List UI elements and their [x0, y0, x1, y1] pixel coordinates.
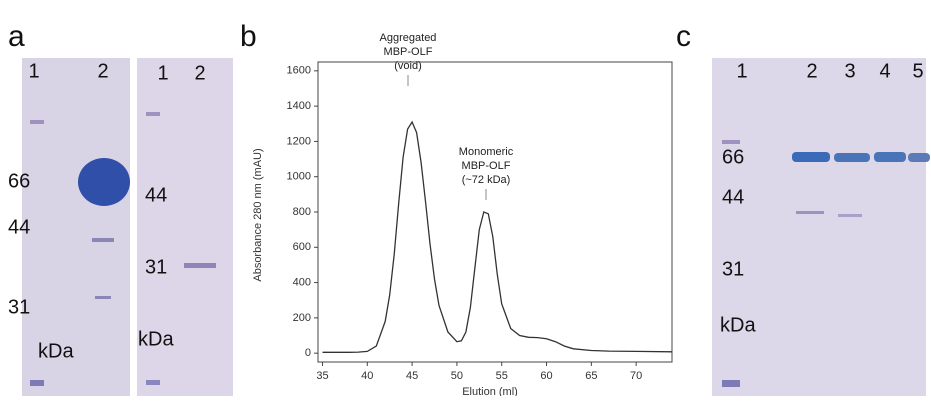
band: [908, 153, 930, 162]
lane-label: 2: [194, 62, 205, 84]
band: [146, 380, 160, 385]
gel: [712, 58, 926, 396]
figure: a 1 2 66 44 31 kDa 1 2 44 31 kDa b Absor…: [0, 0, 931, 396]
band: [30, 380, 44, 386]
annotation: MBP-OLF: [462, 160, 511, 172]
band: [796, 211, 824, 214]
marker-label: 31: [145, 256, 167, 278]
y-axis-label: Absorbance 280 nm (mAU): [252, 148, 264, 281]
x-tick-label: 35: [316, 370, 328, 382]
lane-label: 2: [806, 60, 817, 82]
x-tick-label: 40: [361, 370, 373, 382]
lane-label: 5: [912, 60, 923, 82]
band: [874, 152, 906, 162]
y-tick-label: 1200: [287, 135, 311, 147]
lane-label: 2: [97, 60, 108, 82]
annotation: Aggregated: [380, 32, 437, 44]
annotation: (~72 kDa): [462, 174, 511, 186]
marker-label: 66: [722, 146, 744, 168]
y-tick-label: 200: [293, 312, 311, 324]
lane-label: 1: [28, 60, 39, 82]
y-tick-label: 400: [293, 276, 311, 288]
lane-label: 1: [736, 60, 747, 82]
marker-label: 66: [8, 170, 30, 192]
plot-frame: [318, 62, 672, 362]
unit-label: kDa: [38, 340, 74, 362]
band: [30, 120, 44, 124]
band: [792, 152, 830, 162]
unit-label: kDa: [138, 328, 174, 350]
y-tick-label: 800: [293, 206, 311, 218]
annotation: MBP-OLF: [384, 46, 433, 58]
y-tick-label: 600: [293, 241, 311, 253]
y-tick-label: 1600: [287, 65, 311, 77]
band: [838, 214, 862, 217]
y-tick-label: 1400: [287, 100, 311, 112]
x-tick-label: 55: [496, 370, 508, 382]
unit-label: kDa: [720, 314, 756, 336]
band: [722, 380, 740, 387]
panel-label: a: [8, 20, 25, 53]
marker-label: 31: [8, 296, 30, 318]
annotation: Monomeric: [459, 146, 514, 158]
x-tick-label: 50: [451, 370, 463, 382]
band: [95, 296, 111, 299]
x-tick-label: 70: [630, 370, 642, 382]
lane-label: 1: [157, 62, 168, 84]
band: [834, 153, 870, 162]
marker-label: 31: [722, 258, 744, 280]
x-tick-label: 45: [406, 370, 418, 382]
band: [146, 112, 160, 116]
panel-label: c: [676, 20, 691, 53]
marker-label: 44: [722, 186, 744, 208]
band: [722, 140, 740, 144]
band: [92, 238, 114, 242]
marker-label: 44: [145, 184, 167, 206]
panel-label: b: [240, 20, 257, 53]
band: [184, 263, 216, 268]
lane-label: 4: [879, 60, 890, 82]
marker-label: 44: [8, 216, 30, 238]
x-tick-label: 60: [540, 370, 552, 382]
y-tick-label: 0: [305, 347, 311, 359]
band: [78, 158, 130, 206]
y-tick-label: 1000: [287, 171, 311, 183]
x-axis-label: Elution (ml): [462, 386, 518, 396]
x-tick-label: 65: [585, 370, 597, 382]
lane-label: 3: [844, 60, 855, 82]
